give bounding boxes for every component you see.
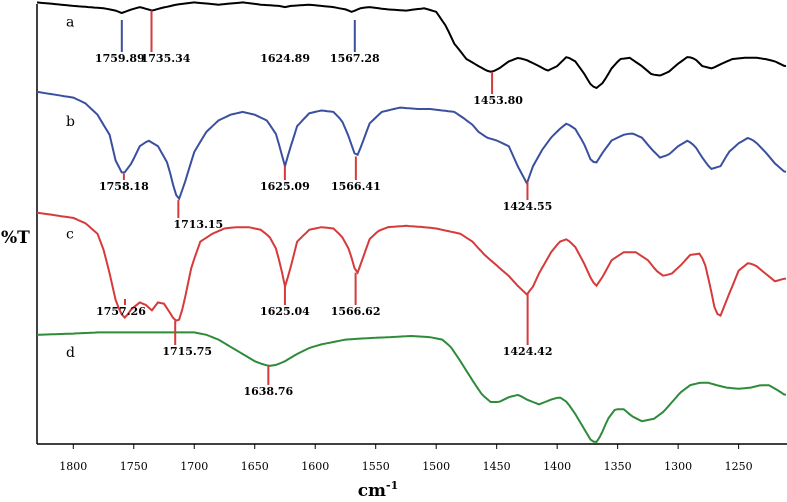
x-axis-title-exponent: -1 bbox=[386, 479, 398, 492]
peak-label: 1566.62 bbox=[331, 305, 381, 318]
x-tick-label: 1300 bbox=[664, 460, 692, 473]
trace-label-a: a bbox=[66, 14, 74, 30]
x-tick-label: 1750 bbox=[120, 460, 148, 473]
peak-label: 1624.89 bbox=[260, 52, 310, 65]
trace-b bbox=[36, 90, 787, 201]
trace-a bbox=[36, 1, 787, 90]
spectra-traces: a b c d bbox=[36, 1, 787, 443]
peak-label: 1759.89 bbox=[95, 52, 145, 65]
peak-markers bbox=[120, 10, 529, 385]
x-tick-label: 1250 bbox=[725, 460, 753, 473]
trace-c bbox=[36, 211, 787, 322]
x-axis-ticks: 1800 1750 1700 1650 1600 1550 1500 1450 1400 1350… bbox=[59, 444, 753, 473]
peak-label: 1424.55 bbox=[503, 200, 553, 213]
x-tick-label: 1450 bbox=[483, 460, 511, 473]
peak-label: 1566.41 bbox=[331, 180, 381, 193]
peak-label: 1424.42 bbox=[503, 345, 553, 358]
y-axis-title: %T bbox=[1, 228, 30, 248]
peak-label: 1625.09 bbox=[260, 180, 310, 193]
axes-frame bbox=[36, 4, 787, 445]
trace-d bbox=[36, 331, 787, 443]
peak-label: 1735.34 bbox=[141, 52, 191, 65]
peak-label: 1453.80 bbox=[473, 94, 523, 107]
peak-label: 1638.76 bbox=[243, 385, 293, 398]
trace-label-c: c bbox=[66, 227, 74, 243]
x-tick-label: 1700 bbox=[180, 460, 208, 473]
x-tick-label: 1400 bbox=[543, 460, 571, 473]
trace-label-d: d bbox=[66, 345, 75, 361]
x-tick-label: 1350 bbox=[604, 460, 632, 473]
x-tick-label: 1600 bbox=[301, 460, 329, 473]
peak-label: 1715.75 bbox=[162, 345, 212, 358]
peak-label: 1758.18 bbox=[99, 180, 149, 193]
peak-label: 1625.04 bbox=[260, 305, 310, 318]
peak-label: 1713.15 bbox=[173, 218, 223, 231]
x-tick-label: 1500 bbox=[422, 460, 450, 473]
peak-label: 1567.28 bbox=[330, 52, 380, 65]
x-tick-label: 1650 bbox=[241, 460, 269, 473]
x-tick-label: 1800 bbox=[59, 460, 87, 473]
x-axis-title-unit: cm bbox=[358, 481, 386, 501]
trace-label-b: b bbox=[66, 114, 75, 130]
x-tick-label: 1550 bbox=[362, 460, 390, 473]
x-axis-title: cm-1 bbox=[358, 479, 399, 501]
peak-label: 1757.26 bbox=[96, 305, 146, 318]
